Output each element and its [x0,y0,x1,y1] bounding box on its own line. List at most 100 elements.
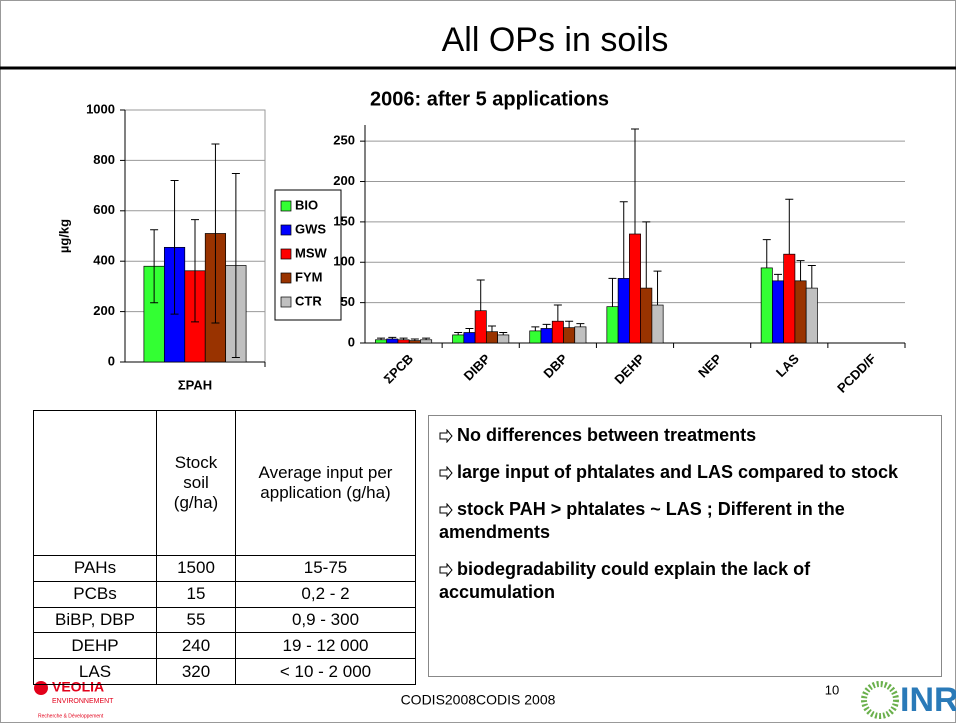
error-bar [231,173,240,358]
legend-label: FYM [295,269,322,284]
table-row: LAS 320 < 10 - 2 000 [33,658,416,685]
table-cell: DEHP [33,632,157,660]
x-tick-label: PCDD/F [834,351,879,396]
error-bar [762,239,771,268]
bar [375,339,388,344]
arrow-icon [439,465,453,481]
error-bar [619,201,628,279]
bullet-text: No differences between treatments [457,425,757,445]
error-bar [487,325,496,332]
x-tick-label: NEP [695,351,725,381]
legend-swatch [280,200,292,212]
bar [772,280,785,344]
table-cell: < 10 - 2 000 [235,658,416,685]
bar [783,253,796,344]
table-cell: BiBP, DBP [33,606,157,634]
error-bar [653,270,662,306]
table-cell: 0,2 - 2 [235,580,416,608]
x-tick-label: DEHP [611,351,647,387]
stock-table: Stock soil (g/ha) Average input per appli… [33,410,416,685]
legend-label: BIO [295,197,318,212]
footer-text: CODIS2008CODIS 2008 [401,692,556,708]
bar [452,334,465,344]
x-tick-label: ΣPCB [381,351,417,387]
table-cell: PCBs [33,580,157,608]
bullet: biodegradability could explain the lack … [439,558,931,604]
table-cell: 15 [156,580,236,608]
y-tick-label: 800 [93,152,115,167]
bar [651,304,664,344]
bullet: No differences between treatments [439,424,931,447]
legend-swatch [280,248,292,260]
bar [794,280,807,344]
x-tick-label: DBP [540,351,570,381]
table-cell: 55 [156,606,236,634]
bar [574,326,587,344]
y-tick-label: 400 [93,253,115,268]
table-cell: 19 - 12 000 [235,632,416,660]
legend-label: CTR [295,293,322,308]
legend-label: GWS [295,221,326,236]
x-tick-label: LAS [773,351,802,380]
bar [760,267,773,344]
y-tick-label: 200 [333,173,355,188]
table-cell: LAS [33,658,157,685]
bar [551,320,564,344]
bullet-text: stock PAH > phtalates ~ LAS ; Different … [439,499,845,542]
bullet: large input of phtalates and LAS compare… [439,461,931,484]
error-bar [785,198,794,255]
bar [497,334,510,344]
bullet: stock PAH > phtalates ~ LAS ; Different … [439,498,931,544]
page-number: 10 [825,682,839,697]
error-bar [774,273,783,281]
logo-left-sub2: Recherche & Développement [38,713,104,719]
logo-mark [34,681,48,695]
table-cell: PAHs [33,554,157,582]
y-tick-label: 100 [333,254,355,269]
table-row: PCBs 15 0,2 - 2 [33,580,416,608]
error-bar [476,279,485,311]
table-row: BiBP, DBP 55 0,9 - 300 [33,606,416,634]
error-bar [642,221,651,289]
error-bar [465,327,474,333]
table-cell: 0,9 - 300 [235,606,416,634]
y-axis-label: µg/kg [56,219,71,253]
corner-cell [33,410,157,556]
header-cell: Stock soil (g/ha) [156,410,236,556]
error-bar [576,323,585,327]
bar [640,287,653,344]
bar [463,332,476,344]
logo-right: INRA [900,681,956,719]
y-tick-label: 1000 [86,101,115,116]
slide-title: All OPs in soils [442,21,669,59]
error-bar [377,337,386,340]
conclusions-box: No differences between treatments large i… [428,415,942,677]
bar [540,328,553,344]
error-bar [170,180,179,315]
y-tick-label: 250 [333,133,355,148]
legend-swatch [280,224,292,236]
y-tick-label: 200 [93,303,115,318]
error-bar [388,336,397,339]
bar [408,340,421,344]
bar [397,339,410,344]
error-bar [608,277,617,307]
error-bar [211,143,220,324]
bar [563,327,576,344]
y-tick-label: 0 [348,334,355,349]
bar [805,287,818,344]
legend-label: MSW [295,245,328,260]
x-tick-label: ΣPAH [178,377,212,392]
chart-title: 2006: after 5 applications [370,88,609,110]
error-bar [191,219,199,323]
table-row: DEHP 240 19 - 12 000 [33,632,416,660]
error-bar [410,338,419,341]
legend-swatch [280,272,292,284]
header-cell: Average input per application (g/ha) [235,410,416,556]
arrow-icon [439,502,453,518]
error-bar [565,320,574,328]
logo-left-sub: ENVIRONNEMENT [52,698,114,705]
error-bar [454,332,463,335]
error-bar [807,264,816,289]
